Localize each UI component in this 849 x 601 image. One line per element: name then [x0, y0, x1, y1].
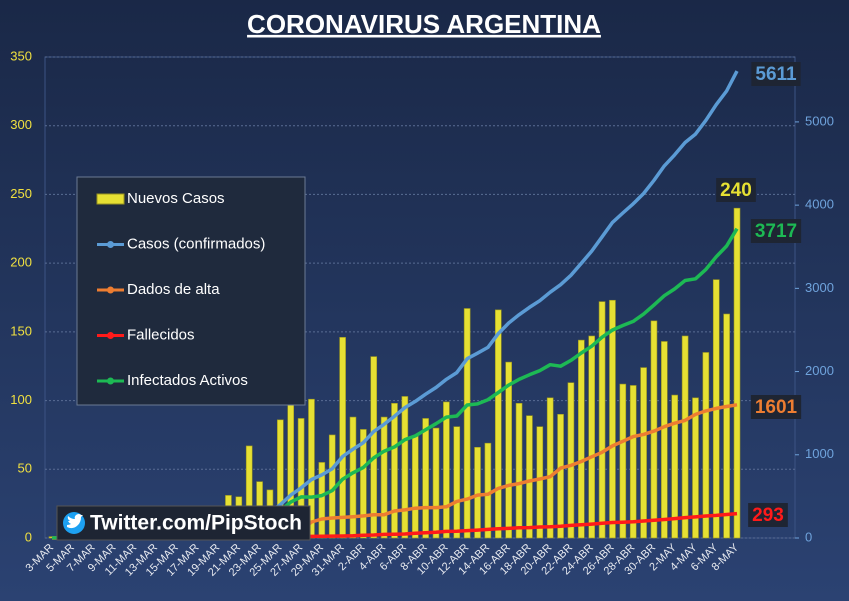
- legend-label: Infectados Activos: [127, 372, 248, 389]
- bar: [515, 403, 523, 539]
- value-label-box: [750, 395, 802, 419]
- bar: [733, 207, 741, 539]
- value-label-box: [748, 503, 788, 527]
- bar: [578, 339, 585, 539]
- bar: [723, 313, 730, 539]
- y2-tick-label: 2000: [805, 363, 834, 378]
- legend-marker: [107, 332, 114, 339]
- bar: [692, 397, 699, 539]
- chart-title: CORONAVIRUS ARGENTINA: [247, 9, 601, 39]
- bar: [619, 383, 627, 539]
- bar: [588, 335, 595, 539]
- value-label: 293: [752, 505, 784, 526]
- y-tick-label: 200: [10, 255, 32, 270]
- legend-label: Dados de alta: [127, 281, 220, 298]
- value-label-box: [750, 219, 802, 243]
- bar: [370, 356, 378, 539]
- bar: [401, 396, 409, 539]
- legend-label: Casos (confirmados): [127, 235, 265, 252]
- bars: [48, 207, 741, 539]
- bar: [484, 442, 492, 539]
- bar: [432, 427, 440, 539]
- legend-marker: [107, 241, 114, 248]
- y-tick-label: 250: [10, 186, 32, 201]
- value-label: 3717: [755, 221, 797, 242]
- bar: [443, 401, 450, 539]
- y-tick-label: 300: [10, 117, 32, 132]
- value-label-box: [751, 62, 801, 86]
- legend-label: Nuevos Casos: [127, 190, 225, 207]
- bar: [546, 397, 554, 539]
- bar: [702, 352, 710, 539]
- bar: [557, 414, 564, 539]
- plot-frame: [44, 56, 796, 539]
- legend-marker: [107, 286, 114, 294]
- bar: [453, 426, 461, 539]
- y2-tick-label: 5000: [805, 113, 834, 128]
- bar: [422, 418, 429, 539]
- legend-swatch: [96, 193, 125, 205]
- bar: [360, 429, 367, 539]
- bar: [505, 361, 512, 539]
- bar: [339, 337, 346, 539]
- bar: [609, 299, 616, 539]
- watermark-box: [56, 505, 311, 541]
- bar: [671, 394, 679, 539]
- bar: [629, 385, 637, 539]
- value-label: 5611: [755, 64, 797, 85]
- bar: [536, 426, 544, 539]
- watermark: Twitter.com/PipStoch: [56, 505, 311, 541]
- bar: [661, 341, 668, 539]
- y-tick-label: 100: [10, 392, 32, 407]
- bar: [411, 436, 419, 539]
- y-tick-label: 50: [18, 461, 32, 476]
- value-label: 240: [720, 180, 752, 201]
- legend-label: Fallecidos: [127, 326, 195, 343]
- value-label: 1601: [755, 397, 798, 418]
- bar: [494, 309, 502, 539]
- bar: [598, 301, 606, 539]
- bar: [474, 446, 481, 539]
- bar: [349, 416, 357, 539]
- y-tick-label: 0: [25, 529, 32, 544]
- y2-tick-label: 1000: [805, 446, 834, 461]
- legend-marker: [107, 377, 114, 385]
- bar: [567, 382, 575, 539]
- y-tick-label: 350: [10, 48, 32, 63]
- y2-tick-label: 0: [805, 529, 812, 544]
- bar: [681, 335, 689, 539]
- bar: [463, 308, 471, 539]
- y2-tick-label: 4000: [805, 197, 834, 212]
- bar: [380, 416, 388, 539]
- legend: Nuevos Casos Casos (confirmados) Dados de …: [76, 176, 306, 406]
- bar: [391, 403, 398, 539]
- y2-tick-label: 3000: [805, 280, 834, 295]
- y-tick-label: 150: [10, 323, 32, 338]
- bar: [526, 415, 533, 539]
- twitter-bird: [67, 514, 83, 529]
- value-label-box: [716, 178, 756, 202]
- watermark-text: Twitter.com/PipStoch: [90, 512, 302, 535]
- bar: [640, 367, 647, 539]
